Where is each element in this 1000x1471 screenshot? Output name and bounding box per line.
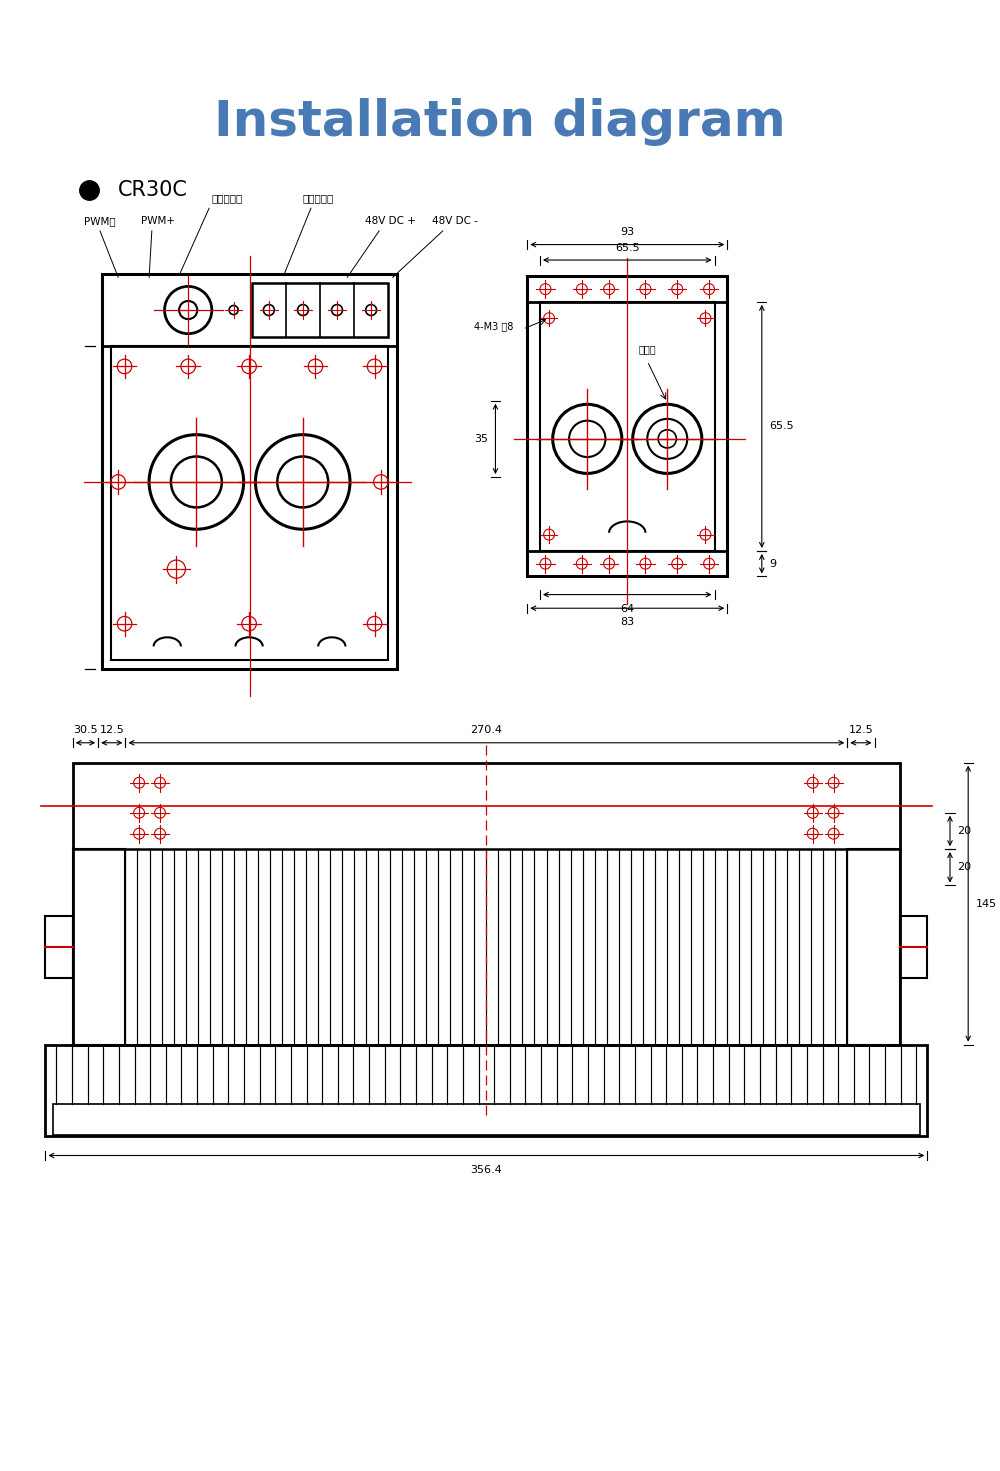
Text: 83: 83 bbox=[620, 618, 634, 627]
Text: 出光口: 出光口 bbox=[638, 344, 656, 355]
Bar bbox=[53, 1103, 920, 1136]
Text: 48V DC -: 48V DC - bbox=[432, 216, 478, 225]
Text: PWM+: PWM+ bbox=[141, 216, 175, 225]
Bar bbox=[527, 552, 727, 577]
Text: 12.5: 12.5 bbox=[849, 725, 873, 736]
Text: 4-M3 深8: 4-M3 深8 bbox=[474, 321, 514, 331]
Text: 65.5: 65.5 bbox=[615, 243, 640, 253]
Text: 30.5: 30.5 bbox=[73, 725, 98, 736]
Text: 20: 20 bbox=[957, 862, 971, 872]
Bar bbox=[527, 277, 727, 577]
Text: 356.4: 356.4 bbox=[470, 1165, 502, 1174]
Bar bbox=[102, 274, 397, 669]
Bar bbox=[847, 849, 900, 1044]
Text: 20: 20 bbox=[957, 825, 971, 836]
Bar bbox=[73, 849, 125, 1044]
Text: 93: 93 bbox=[620, 228, 634, 237]
Text: 9: 9 bbox=[769, 559, 776, 569]
Bar bbox=[45, 1044, 927, 1136]
Text: 64: 64 bbox=[620, 603, 634, 613]
Text: Installation diagram: Installation diagram bbox=[214, 99, 786, 146]
Text: 65.5: 65.5 bbox=[769, 421, 794, 431]
Bar bbox=[252, 282, 388, 337]
Text: 48V DC +: 48V DC + bbox=[365, 216, 416, 225]
Bar bbox=[111, 346, 388, 660]
Text: 绿色电源灯: 绿色电源灯 bbox=[303, 193, 334, 203]
Bar bbox=[527, 277, 727, 302]
Text: 35: 35 bbox=[474, 434, 488, 444]
Text: 270.4: 270.4 bbox=[470, 725, 502, 736]
Text: CR30C: CR30C bbox=[118, 179, 188, 200]
Text: 12.5: 12.5 bbox=[99, 725, 124, 736]
Text: PWM地: PWM地 bbox=[84, 216, 116, 225]
Text: 145: 145 bbox=[975, 899, 997, 909]
Text: 红色激光灯: 红色激光灯 bbox=[212, 193, 243, 203]
Bar bbox=[45, 916, 73, 978]
Bar bbox=[540, 302, 715, 552]
Bar bbox=[73, 763, 900, 1044]
Bar bbox=[900, 916, 927, 978]
